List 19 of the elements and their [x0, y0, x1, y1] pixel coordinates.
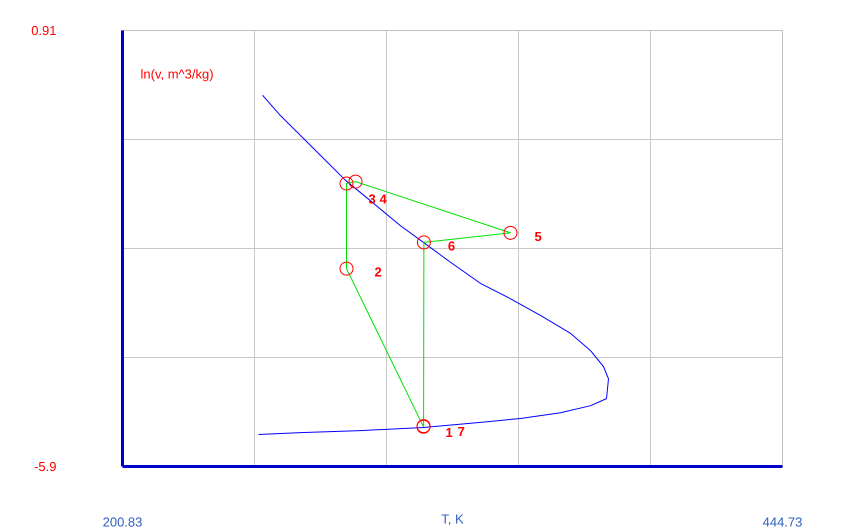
y-axis-title: ln(v, m^3/kg): [140, 66, 214, 82]
point: [416, 235, 431, 250]
annotation: 4: [379, 192, 388, 207]
point: [348, 174, 362, 189]
annotation: 5: [534, 228, 542, 244]
x-axis-title: T, K: [441, 512, 464, 526]
point: [340, 262, 354, 276]
annotation: 2: [374, 264, 382, 280]
line-series: [346, 181, 512, 428]
annotation: 6: [448, 238, 456, 254]
x-tick-label: 200.83: [102, 514, 142, 530]
y-tick-label: 0.91: [31, 23, 57, 38]
annotation: 7: [458, 424, 465, 440]
annotation: 1: [445, 424, 453, 440]
point: [504, 226, 518, 240]
x-tick-label: 444.73: [762, 514, 802, 530]
point: [340, 176, 354, 191]
y-tick-label: -5.9: [34, 459, 57, 474]
line-series: [258, 94, 609, 435]
